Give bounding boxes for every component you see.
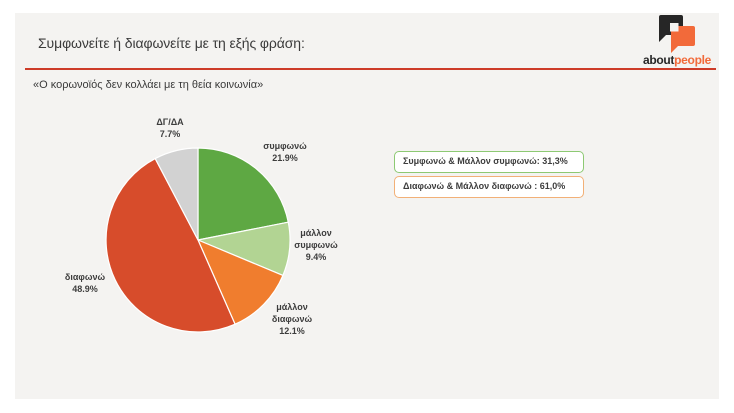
- pie-slice: [105, 157, 236, 333]
- pie-chart-svg: [105, 147, 291, 333]
- slide-card: Συμφωνείτε ή διαφωνείτε με τη εξής φράση…: [15, 13, 719, 399]
- page-title: Συμφωνείτε ή διαφωνείτε με τη εξής φράση…: [38, 35, 305, 51]
- brand-logo: aboutpeople: [639, 14, 715, 66]
- pie-label-dgda: ΔΓ/ΔΑ 7.7%: [156, 117, 184, 139]
- pie-label-mallon-diafono: μάλλον διαφωνώ 12.1%: [271, 302, 313, 336]
- pie-slice: [154, 147, 199, 241]
- legend-disagree-total: Διαφωνώ & Μάλλον διαφωνώ : 61,0%: [394, 176, 584, 198]
- pie-slice: [197, 147, 289, 241]
- summary-legend: Συμφωνώ & Μάλλον συμφωνώ: 31,3% Διαφωνώ …: [394, 151, 584, 201]
- brand-name-about: about: [642, 53, 675, 67]
- brand-name: aboutpeople: [639, 54, 715, 66]
- brand-name-people: people: [674, 53, 712, 67]
- pie-label-mallon-symfono: μάλλον συμφωνώ 9.4%: [294, 228, 338, 262]
- legend-agree-total: Συμφωνώ & Μάλλον συμφωνώ: 31,3%: [394, 151, 584, 173]
- speech-bubbles-icon: [659, 15, 695, 53]
- pie-slice: [197, 239, 284, 325]
- pie-chart: [98, 140, 298, 340]
- pie-label-diafono: διαφωνώ 48.9%: [64, 272, 106, 294]
- title-divider-line: [25, 68, 716, 70]
- pie-label-symfono: συμφωνώ 21.9%: [263, 141, 307, 163]
- question-text: «Ο κορωνοϊός δεν κολλάει με τη θεία κοιν…: [33, 79, 264, 91]
